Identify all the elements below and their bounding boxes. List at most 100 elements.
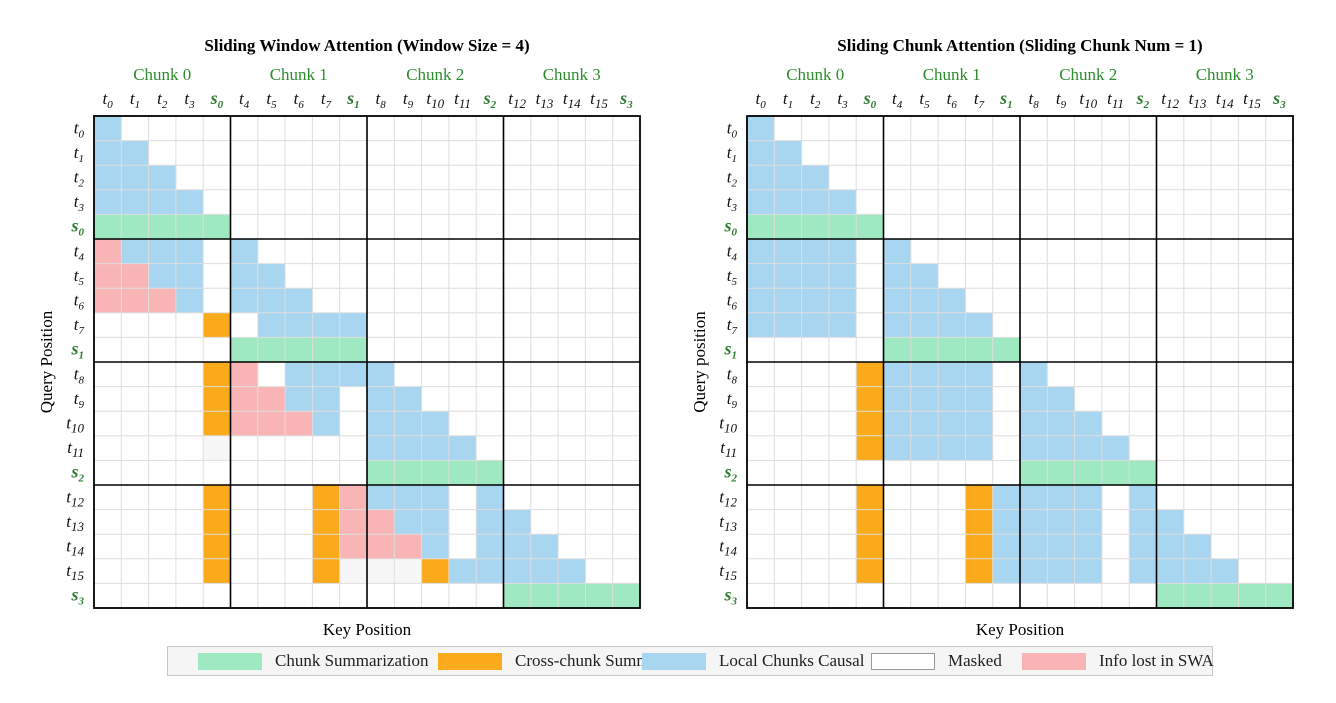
cross-chunk-cell	[856, 485, 884, 510]
legend-label-cross-chunk: Cross-chunk Summary	[515, 651, 672, 670]
cross-chunk-cell	[965, 485, 993, 510]
local-causal-cell	[774, 263, 802, 289]
row-token-index: 13	[724, 519, 738, 534]
row-token-index: 12	[724, 494, 738, 509]
column-token-index: 6	[298, 99, 304, 111]
column-token-index: 14	[1221, 96, 1235, 111]
row-token: s3	[70, 585, 84, 608]
column-token-letter: t	[1161, 89, 1167, 108]
summarization-cell	[856, 214, 884, 240]
row-token-letter: t	[74, 266, 80, 285]
cross-chunk-cell	[856, 509, 884, 535]
column-token-index: 5	[924, 99, 930, 111]
local-causal-cell	[175, 288, 204, 314]
local-causal-cell	[828, 288, 857, 314]
column-token: t14	[563, 89, 581, 111]
local-causal-cell	[747, 239, 775, 264]
local-causal-cell	[1101, 435, 1130, 461]
row-token-index: 3	[731, 596, 738, 608]
row-token: t11	[720, 438, 737, 460]
row-token-index: 12	[71, 494, 85, 509]
row-token-letter: t	[66, 487, 72, 506]
row-token-letter: t	[74, 291, 80, 310]
column-token-letter: t	[130, 89, 136, 108]
column-token-letter: t	[1079, 89, 1085, 108]
local-causal-cell	[448, 435, 477, 461]
legend-swatch-cross-chunk	[438, 652, 502, 670]
column-token-index: 15	[1248, 96, 1262, 111]
column-token-index: 4	[897, 99, 903, 111]
column-token-index: 2	[162, 99, 168, 111]
row-token-index: 10	[71, 421, 85, 436]
local-causal-cell	[1020, 411, 1048, 437]
masked-cell	[394, 558, 422, 584]
row-token-letter: t	[727, 389, 733, 408]
legend-label-summarization: Chunk Summarization	[275, 651, 429, 670]
row-token: t2	[74, 168, 85, 190]
cross-chunk-cell	[203, 534, 231, 560]
summarization-cell	[203, 214, 231, 240]
local-causal-cell	[1074, 435, 1103, 461]
local-causal-cell	[230, 239, 259, 264]
local-causal-cell	[121, 189, 149, 215]
local-causal-cell	[1074, 485, 1103, 510]
info-lost-cell	[230, 362, 259, 387]
chunk-label: Chunk 1	[270, 65, 328, 84]
local-causal-cell	[910, 312, 939, 338]
row-token-index: 8	[79, 374, 85, 386]
local-causal-cell	[394, 435, 422, 461]
column-token-letter: t	[892, 89, 898, 108]
local-causal-cell	[257, 288, 286, 314]
local-causal-cell	[121, 239, 149, 264]
local-causal-cell	[910, 411, 939, 437]
column-token: t4	[892, 89, 903, 111]
column-token-letter: t	[403, 89, 409, 108]
row-token: t5	[74, 266, 85, 288]
row-token: s3	[723, 585, 737, 608]
row-token-letter: t	[74, 315, 80, 334]
local-causal-cell	[747, 116, 775, 141]
row-token: s1	[70, 339, 84, 362]
column-token-letter: t	[1107, 89, 1113, 108]
column-token: t9	[1056, 89, 1067, 111]
row-token: t13	[719, 512, 737, 534]
column-token: t4	[239, 89, 250, 111]
local-causal-cell	[1129, 558, 1157, 584]
row-token-letter: t	[719, 414, 725, 433]
row-token-index: 6	[732, 301, 738, 313]
legend-swatch-masked	[871, 652, 935, 670]
local-causal-cell	[1129, 509, 1157, 535]
column-token-letter: t	[563, 89, 569, 108]
row-token-index: 5	[732, 276, 738, 288]
local-causal-cell	[1020, 509, 1048, 535]
local-causal-cell	[1047, 534, 1075, 560]
local-causal-cell	[1129, 485, 1157, 510]
row-token: t10	[719, 414, 737, 436]
local-causal-cell	[992, 509, 1021, 535]
summarization-cell	[585, 583, 613, 609]
local-causal-cell	[476, 485, 504, 510]
row-token-letter: s	[70, 216, 78, 236]
column-token: t0	[756, 89, 767, 111]
column-token-letter: s	[1272, 88, 1280, 108]
row-token-letter: t	[727, 241, 733, 260]
column-token-letter: s	[483, 88, 491, 108]
legend-swatch-summarization	[198, 652, 262, 670]
row-token-letter: s	[70, 462, 78, 482]
column-token-index: 9	[408, 99, 414, 111]
summarization-cell	[1129, 460, 1157, 486]
local-causal-cell	[421, 509, 450, 535]
legend-item-summarization: Chunk Summarization	[198, 647, 428, 675]
cross-chunk-cell	[856, 534, 884, 560]
row-token-index: 2	[731, 473, 738, 485]
row-token-letter: t	[66, 512, 72, 531]
local-causal-cell	[828, 263, 857, 289]
row-token-letter: t	[719, 512, 725, 531]
local-causal-cell	[367, 485, 395, 510]
panel-title: Sliding Window Attention (Window Size = …	[204, 36, 529, 55]
row-token-index: 8	[732, 374, 738, 386]
row-token-index: 2	[79, 178, 85, 190]
column-token-index: 13	[1193, 96, 1207, 111]
info-lost-cell	[367, 534, 395, 560]
row-token: t15	[66, 561, 84, 583]
